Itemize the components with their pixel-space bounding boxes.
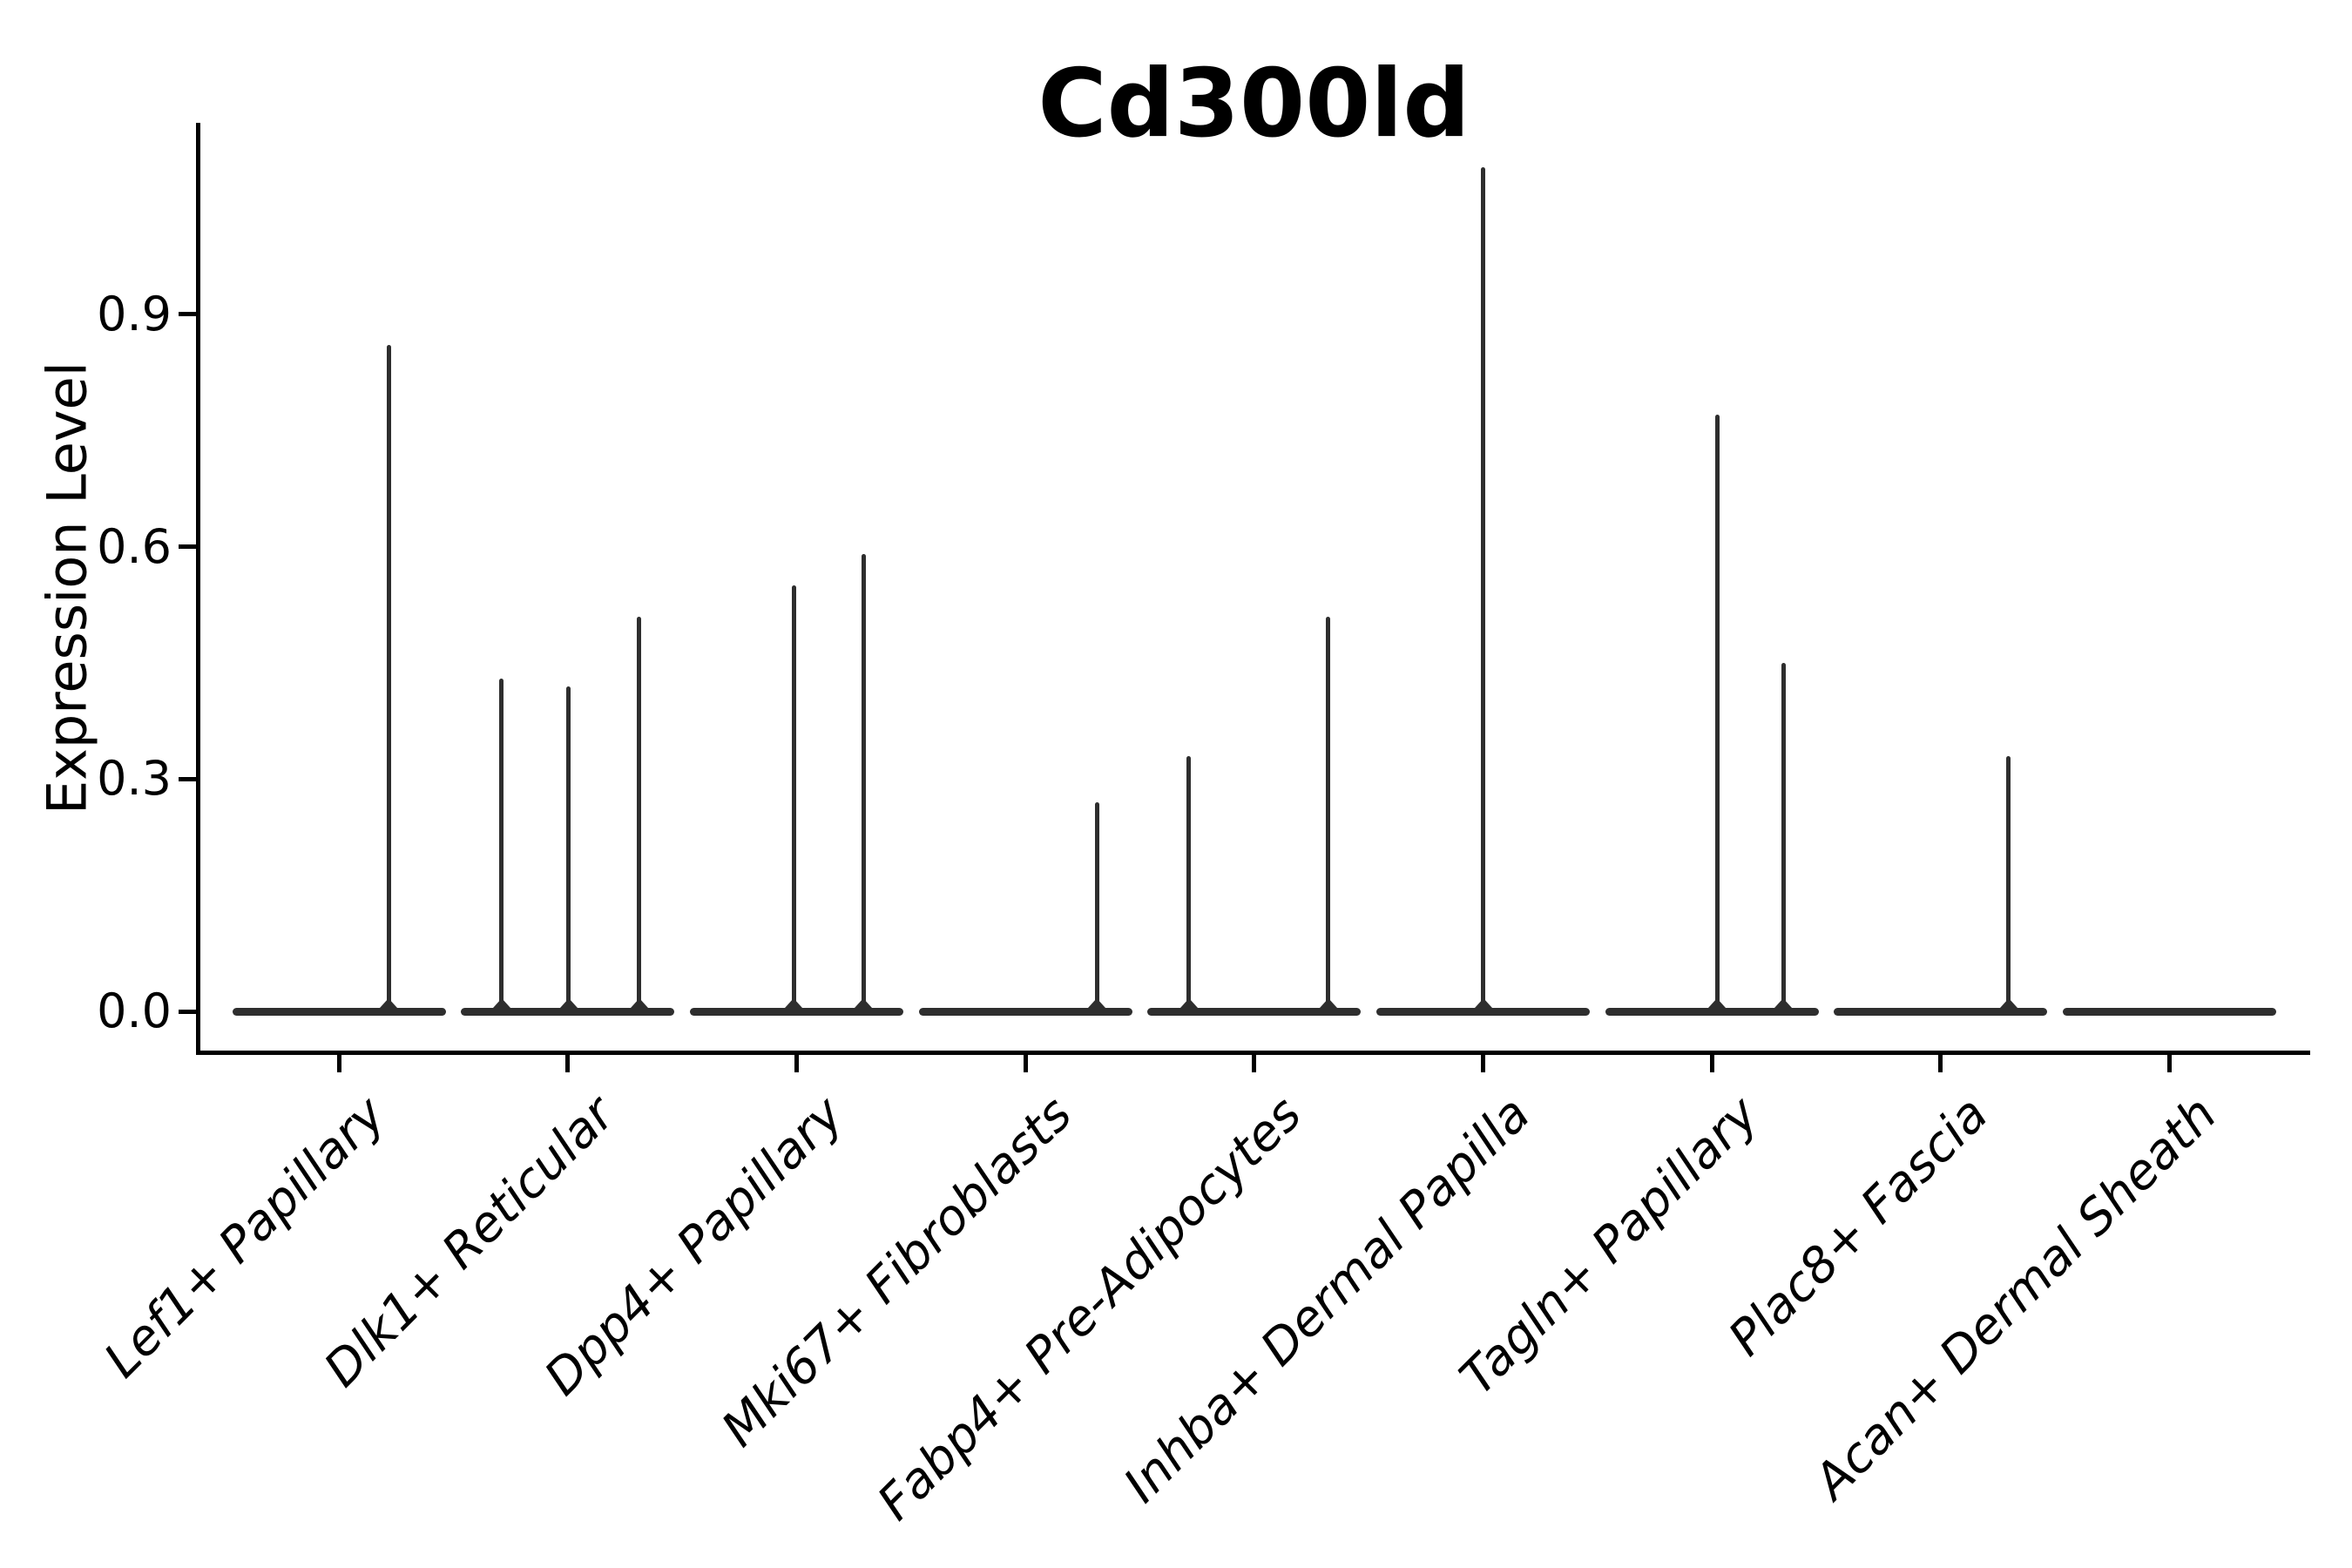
violin-spike bbox=[566, 686, 571, 1015]
y-tick-mark bbox=[178, 776, 196, 781]
violin-spike bbox=[1714, 415, 1720, 1015]
x-axis-spine bbox=[196, 1051, 2310, 1055]
violin-spike bbox=[791, 585, 796, 1015]
violin-spike bbox=[386, 345, 391, 1015]
x-tick-mark bbox=[1709, 1055, 1714, 1072]
violin-spike-base bbox=[855, 997, 873, 1008]
x-tick-mark bbox=[1023, 1055, 1028, 1072]
violin-baseline bbox=[1147, 1007, 1362, 1016]
violin-spike bbox=[861, 554, 866, 1015]
x-tick-mark bbox=[565, 1055, 571, 1072]
violin-spike-base bbox=[1999, 997, 2017, 1008]
violin-spike bbox=[1094, 801, 1099, 1015]
y-tick-label: 0.9 bbox=[97, 286, 172, 341]
violin-baseline bbox=[689, 1007, 903, 1016]
violin-spike-base bbox=[630, 997, 648, 1008]
y-axis-label: Expression Level bbox=[35, 362, 99, 814]
y-tick-label: 0.6 bbox=[97, 518, 172, 574]
violin-spike-base bbox=[1088, 997, 1106, 1008]
x-tick-label: Inhba+ Dermal Papilla bbox=[1112, 1085, 1542, 1514]
x-tick-label: Fabp4+ Pre-Adipocytes bbox=[867, 1085, 1313, 1531]
x-tick-mark bbox=[1481, 1055, 1485, 1072]
violin-spike bbox=[1326, 616, 1331, 1015]
violin-spike bbox=[499, 678, 504, 1015]
chart-title: Cd300ld bbox=[1037, 50, 1470, 159]
y-tick-mark bbox=[178, 544, 196, 550]
x-tick-mark bbox=[1938, 1055, 1943, 1072]
violin-spike bbox=[637, 616, 642, 1015]
y-axis-spine bbox=[196, 123, 200, 1055]
violin-spike-base bbox=[380, 997, 397, 1008]
y-tick-mark bbox=[178, 1009, 196, 1014]
violin-baseline bbox=[1605, 1007, 1819, 1016]
x-tick-label: Acan+ Dermal Sheath bbox=[1803, 1085, 2228, 1511]
violin-spike bbox=[1781, 662, 1786, 1015]
violin-spike-base bbox=[1474, 997, 1492, 1008]
y-tick-mark bbox=[178, 312, 196, 317]
violin-spike bbox=[1481, 166, 1485, 1015]
violin-baseline bbox=[232, 1007, 446, 1016]
y-tick-label: 0.0 bbox=[97, 983, 172, 1038]
violin-spike-base bbox=[1179, 997, 1198, 1008]
x-tick-mark bbox=[1252, 1055, 1257, 1072]
violin-spike-base bbox=[492, 997, 510, 1008]
x-tick-mark bbox=[2167, 1055, 2173, 1072]
x-tick-mark bbox=[336, 1055, 341, 1072]
violin-baseline bbox=[1834, 1007, 2048, 1016]
violin-spike-base bbox=[785, 997, 803, 1008]
y-tick-label: 0.3 bbox=[97, 751, 172, 807]
violin-spike-base bbox=[1708, 997, 1727, 1008]
violin-spike-base bbox=[559, 997, 578, 1008]
violin-baseline bbox=[2063, 1007, 2277, 1016]
violin-spike-base bbox=[1774, 997, 1793, 1008]
violin-spike bbox=[1186, 755, 1192, 1015]
violin-spike bbox=[2006, 755, 2011, 1015]
violin-baseline bbox=[918, 1007, 1132, 1016]
violin-spike-base bbox=[1319, 997, 1337, 1008]
x-tick-mark bbox=[794, 1055, 799, 1072]
